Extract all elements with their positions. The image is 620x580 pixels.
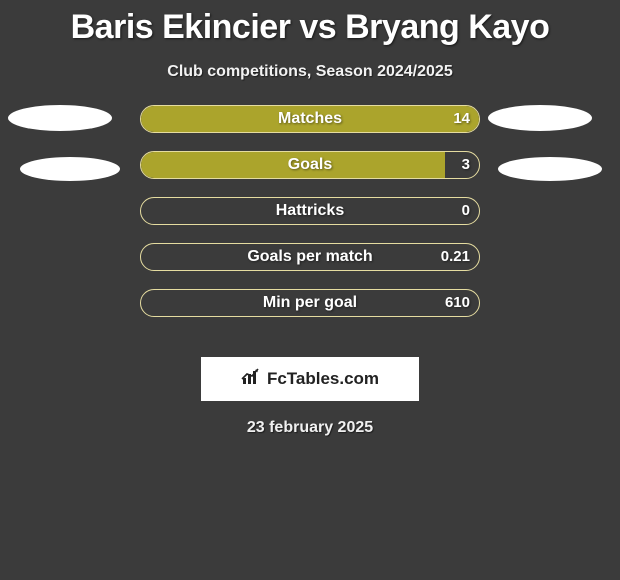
- player-marker: [498, 157, 602, 181]
- logo-box: FcTables.com: [201, 357, 419, 401]
- logo-text: FcTables.com: [267, 369, 379, 389]
- chart-icon: [241, 368, 263, 391]
- bar-track: [140, 289, 480, 317]
- date-text: 23 february 2025: [0, 419, 620, 437]
- bar-track: [140, 243, 480, 271]
- player-marker: [8, 105, 112, 131]
- bar-track: [140, 197, 480, 225]
- stat-row: Hattricks0: [0, 197, 620, 225]
- page-title: Baris Ekincier vs Bryang Kayo: [0, 0, 620, 47]
- bar-fill: [141, 106, 479, 132]
- player-marker: [488, 105, 592, 131]
- stat-row: Min per goal610: [0, 289, 620, 317]
- bar-track: [140, 151, 480, 179]
- stat-row: Goals per match0.21: [0, 243, 620, 271]
- bar-track: [140, 105, 480, 133]
- subtitle: Club competitions, Season 2024/2025: [0, 63, 620, 81]
- player-marker: [20, 157, 120, 181]
- comparison-chart: Matches14Goals3Hattricks0Goals per match…: [0, 105, 620, 337]
- bar-fill: [141, 152, 445, 178]
